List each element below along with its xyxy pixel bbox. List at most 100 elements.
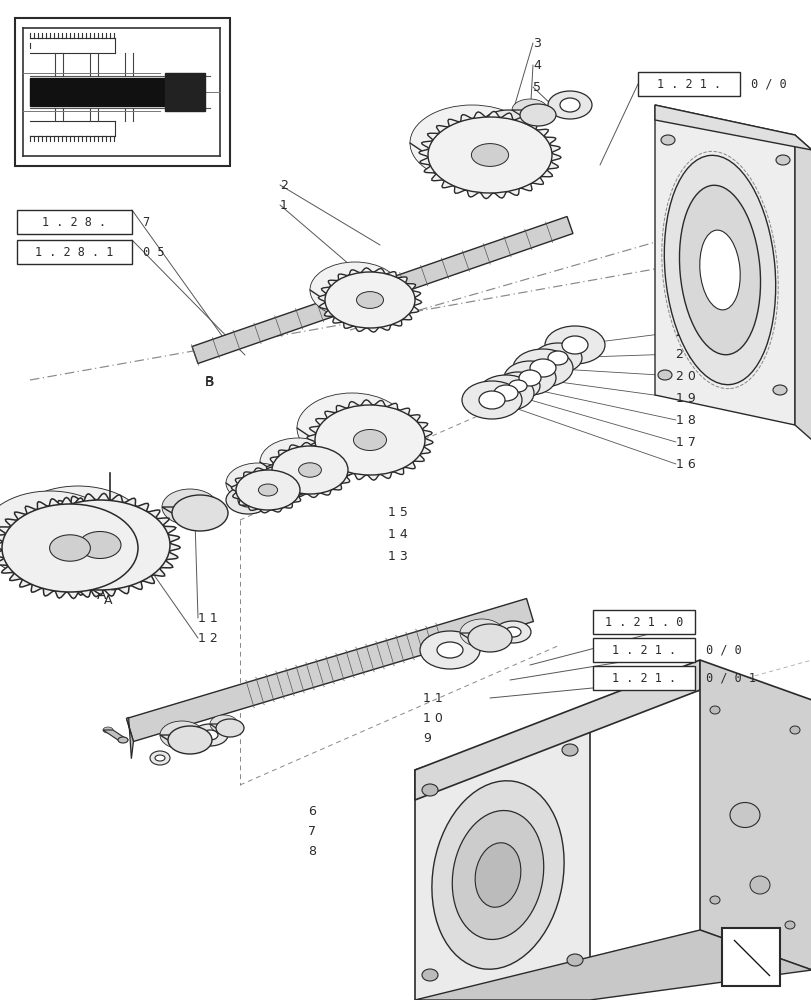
Polygon shape [127, 717, 133, 759]
Text: 1 3: 1 3 [388, 550, 407, 562]
Polygon shape [160, 735, 212, 740]
Text: 2 1: 2 1 [676, 348, 695, 360]
Polygon shape [733, 940, 769, 976]
Ellipse shape [150, 751, 169, 765]
Ellipse shape [530, 359, 556, 377]
Ellipse shape [493, 385, 517, 401]
Ellipse shape [162, 489, 217, 525]
Ellipse shape [518, 370, 540, 386]
Ellipse shape [560, 98, 579, 112]
Ellipse shape [310, 262, 400, 318]
Text: 1 . 2 1 .: 1 . 2 1 . [611, 672, 676, 684]
Ellipse shape [460, 619, 504, 647]
Ellipse shape [657, 370, 672, 380]
Ellipse shape [324, 272, 414, 328]
Ellipse shape [191, 724, 228, 746]
Text: 1 4: 1 4 [388, 528, 407, 540]
Text: 1: 1 [280, 199, 288, 212]
Ellipse shape [298, 463, 321, 477]
Ellipse shape [258, 484, 277, 496]
Text: 1 1: 1 1 [198, 611, 217, 624]
Polygon shape [19, 493, 180, 597]
Ellipse shape [544, 326, 604, 364]
Polygon shape [733, 940, 769, 976]
Polygon shape [414, 710, 590, 1000]
Ellipse shape [49, 535, 90, 561]
Ellipse shape [315, 405, 424, 475]
Polygon shape [210, 724, 243, 728]
Ellipse shape [422, 969, 437, 981]
Polygon shape [699, 660, 811, 970]
Text: 6: 6 [307, 805, 315, 818]
Text: 1 5: 1 5 [388, 506, 407, 518]
Ellipse shape [495, 621, 530, 643]
Bar [592, 610, 694, 634]
Text: 1 6: 1 6 [676, 458, 695, 471]
Text: 1 . 2 1 .: 1 . 2 1 . [656, 78, 720, 91]
Text: 5: 5 [532, 81, 540, 94]
Ellipse shape [168, 726, 212, 754]
Bar [17, 210, 132, 234]
Ellipse shape [547, 91, 591, 119]
Text: 7: 7 [135, 216, 150, 229]
Ellipse shape [419, 631, 479, 669]
Polygon shape [231, 467, 304, 513]
Ellipse shape [561, 336, 587, 354]
Ellipse shape [479, 110, 535, 146]
Ellipse shape [225, 463, 290, 503]
Bar [17, 240, 132, 264]
Ellipse shape [496, 372, 539, 400]
Text: 1 . 2 1 . 0: 1 . 2 1 . 0 [604, 615, 682, 628]
Polygon shape [414, 930, 811, 1000]
Ellipse shape [0, 491, 118, 579]
Ellipse shape [504, 361, 556, 395]
Ellipse shape [118, 737, 128, 743]
Text: 0 / 0: 0 / 0 [698, 644, 740, 656]
Ellipse shape [478, 375, 534, 411]
Ellipse shape [225, 486, 270, 514]
Polygon shape [414, 660, 699, 800]
Text: C: C [381, 278, 391, 292]
Ellipse shape [272, 446, 348, 494]
Ellipse shape [709, 896, 719, 904]
Text: 2: 2 [280, 179, 288, 192]
Ellipse shape [478, 391, 504, 409]
Ellipse shape [155, 755, 165, 761]
Ellipse shape [260, 438, 336, 486]
Text: 1 0: 1 0 [423, 711, 442, 724]
Ellipse shape [474, 843, 520, 907]
Text: 4: 4 [532, 59, 540, 72]
Polygon shape [794, 135, 811, 440]
Ellipse shape [8, 486, 148, 576]
Text: 8: 8 [307, 845, 315, 858]
Ellipse shape [729, 802, 759, 827]
Text: A: A [97, 588, 106, 602]
Polygon shape [307, 400, 432, 480]
Bar [592, 666, 694, 690]
Ellipse shape [202, 730, 217, 740]
Polygon shape [162, 507, 228, 513]
Ellipse shape [30, 500, 169, 590]
Polygon shape [266, 443, 353, 497]
Ellipse shape [410, 105, 534, 181]
Text: 1 8: 1 8 [676, 414, 695, 426]
Text: 2 2: 2 2 [676, 326, 695, 338]
Text: 3: 3 [532, 37, 540, 50]
Ellipse shape [513, 349, 573, 387]
Polygon shape [180, 73, 204, 111]
Text: 1 . 2 8 .: 1 . 2 8 . [42, 216, 106, 229]
Bar [15, 18, 230, 166]
Text: 1 . 2 1 .: 1 . 2 1 . [611, 644, 676, 656]
Polygon shape [512, 110, 556, 115]
Ellipse shape [452, 811, 543, 939]
Ellipse shape [663, 155, 775, 385]
Ellipse shape [427, 117, 551, 193]
Ellipse shape [471, 144, 508, 166]
Polygon shape [0, 497, 148, 599]
Ellipse shape [496, 120, 519, 136]
Ellipse shape [79, 532, 121, 558]
Polygon shape [103, 730, 128, 740]
Polygon shape [127, 599, 533, 741]
Text: 2 0: 2 0 [676, 369, 695, 382]
Text: 0 5: 0 5 [135, 245, 165, 258]
